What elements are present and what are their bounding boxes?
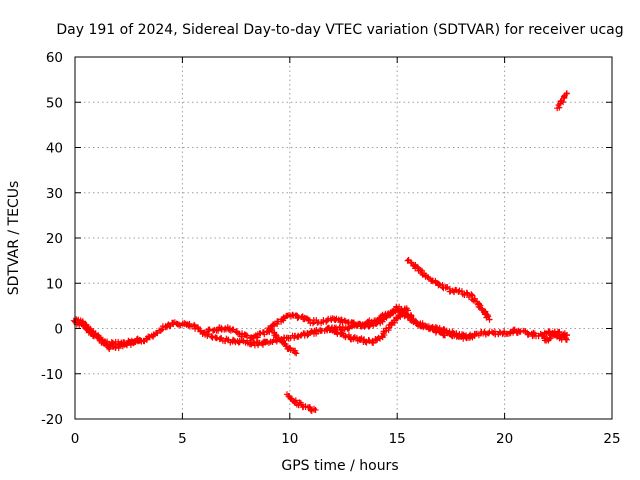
y-tick-label: 60 [46,50,63,66]
x-tick-label: 25 [603,431,620,447]
series-markers [554,90,570,112]
series-track-c [265,303,411,333]
series-track-d [325,310,476,346]
series-markers [404,256,493,323]
series-track-b [204,324,300,357]
series-markers [204,324,300,357]
x-tick-label: 0 [71,431,80,447]
x-tick-label: 10 [281,431,298,447]
series-markers [70,316,143,352]
y-tick-label: -20 [41,412,63,428]
series-markers [325,310,476,346]
series-markers [265,303,411,333]
series-track-f [284,391,319,414]
data-series [70,90,570,414]
y-tick-label: 10 [46,276,63,292]
axis-ticks: 0 5 10 15 20 25 -20 -10 0 10 20 30 40 50 60 [41,50,621,447]
x-tick-label: 5 [178,431,187,447]
y-axis-label: SDTVAR / TECUs [6,181,22,296]
y-tick-label: -10 [41,367,63,383]
series-track-a [70,316,143,352]
series-markers [284,391,319,414]
chart-title: Day 191 of 2024, Sidereal Day-to-day VTE… [56,22,623,38]
y-tick-label: 20 [46,231,63,247]
series-markers [72,306,570,349]
grid [75,57,612,419]
series-track-h [541,329,570,344]
x-tick-label: 15 [389,431,406,447]
series-track-main [72,306,570,349]
y-tick-label: 50 [46,95,63,111]
x-axis-label: GPS time / hours [281,458,398,474]
y-tick-label: 0 [54,322,63,338]
series-markers [541,329,570,344]
x-tick-label: 20 [496,431,513,447]
y-tick-label: 30 [46,186,63,202]
series-track-g [554,90,570,112]
series-track-e [404,256,493,323]
y-tick-label: 40 [46,141,63,157]
plot-frame [74,56,613,420]
